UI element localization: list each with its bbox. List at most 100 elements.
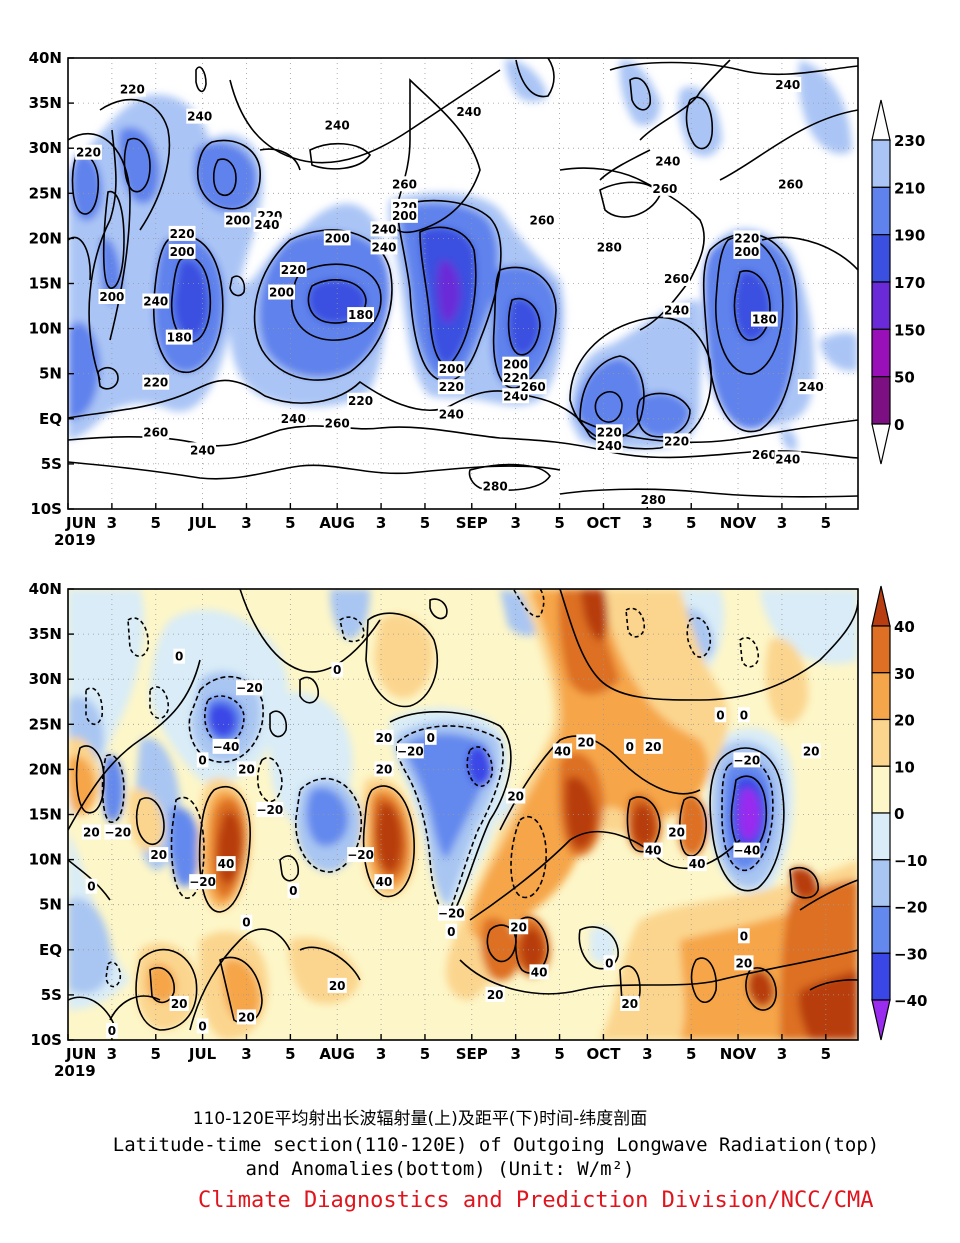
contour-label-bg	[777, 176, 805, 192]
x-tick-label: NOV	[720, 1045, 757, 1063]
contour-label: 280	[597, 240, 622, 254]
fill-region	[376, 802, 402, 873]
contour-label-bg	[142, 424, 170, 440]
contour-label-bg	[528, 212, 556, 228]
anomaly-x-axis: JUN 3 5 JUL 3 5 AUG 3 5 SEP 3 5 OCT 3 5 NOV 3 5 2019	[54, 1034, 831, 1080]
contour-label-bg	[663, 433, 690, 449]
fill-region	[128, 788, 164, 852]
contour-label: 200	[503, 358, 528, 372]
contour-label-bg	[445, 923, 458, 939]
contour-label-bg	[595, 424, 623, 440]
fill-region	[678, 795, 709, 857]
colorbar-extend-bottom	[871, 423, 891, 465]
contour-label-bg	[654, 153, 682, 169]
fill-region	[505, 58, 548, 102]
contour-label-bg	[437, 379, 465, 395]
contour-label: 0	[242, 916, 250, 930]
contour-label: 20	[487, 988, 504, 1002]
contour-label: 240	[190, 443, 215, 457]
contour-label-bg	[168, 225, 196, 241]
contour-label-bg	[552, 743, 573, 759]
fill-region	[169, 807, 200, 887]
contour-label-bg	[189, 874, 216, 890]
contour-label-bg	[81, 824, 102, 840]
fill-region	[738, 788, 760, 841]
contour-label-bg	[774, 451, 802, 467]
caption-chinese: 110-120E平均射出长波辐射量(上)及距平(下)时间-纬度剖面	[192, 1109, 648, 1129]
contour-label: 0	[447, 925, 455, 939]
contour-label: 260	[521, 380, 546, 394]
fill-region	[519, 928, 545, 971]
fill-region	[194, 142, 257, 213]
contour-label-bg	[173, 648, 185, 664]
colorbar-tick-label: 30	[894, 665, 915, 683]
contour-label: 240	[281, 412, 306, 426]
contour-label-bg	[437, 406, 465, 422]
contour-label-bg	[165, 329, 193, 345]
contour-label: −20	[257, 803, 284, 817]
contour-label-bg	[502, 356, 530, 372]
contour-label-bg	[595, 437, 623, 453]
contour-label: 200	[325, 231, 350, 245]
contour-label: 40	[218, 857, 235, 871]
colorbar-box	[871, 186, 891, 236]
colorbar-tick-label: 150	[894, 321, 925, 339]
fill-region	[631, 803, 656, 847]
contour-label: −40	[733, 844, 760, 858]
y-tick-label: 35N	[29, 94, 62, 112]
y-tick-label: 15N	[29, 275, 62, 293]
contour-label-bg	[374, 874, 394, 890]
contour-label: 200	[269, 286, 294, 300]
colorbar-tick-label: 210	[894, 179, 925, 197]
y-tick-label: 5N	[39, 896, 62, 914]
contour-label-bg	[714, 707, 727, 723]
contour-label-bg	[425, 729, 437, 745]
contour-label: 240	[775, 452, 800, 466]
y-tick-label: 25N	[29, 715, 62, 733]
colorbar-tick-label: 20	[894, 712, 915, 730]
contour-label-bg	[508, 919, 529, 935]
contour-label: −40	[213, 740, 240, 754]
fill-region	[790, 867, 819, 898]
colorbar-box	[871, 328, 891, 378]
contour-label-bg	[797, 379, 825, 395]
y-tick-label: 10N	[29, 320, 62, 338]
colorbar-tick-label: 40	[894, 618, 915, 636]
contour-label-bg	[224, 212, 252, 228]
x-tick-label: 5	[420, 514, 430, 532]
contour-label: 240	[371, 222, 396, 236]
contour-label-bg	[327, 977, 347, 993]
y-tick-label: 10N	[29, 851, 62, 869]
x-tick-label: 3	[376, 514, 386, 532]
colorbar-extend-top	[871, 99, 891, 141]
x-tick-label: 5	[151, 514, 161, 532]
contour-label-bg	[240, 914, 253, 930]
x-tick-label: JUN	[65, 1045, 96, 1063]
colorbar-box	[871, 625, 891, 674]
contour-label-bg	[733, 842, 761, 858]
fill-region	[222, 959, 260, 1022]
contour-label: 20	[329, 979, 346, 993]
fill-region	[780, 428, 798, 452]
y-tick-label: 5N	[39, 365, 62, 383]
contour-label: 220	[170, 227, 195, 241]
contour-label-bg	[323, 230, 351, 246]
olr-panel: 40N 35N 30N 25N 20N 15N 10N 5N EQ 5S 10S JUN 3 5 JUL 3…	[29, 49, 926, 549]
contour-label: 180	[167, 331, 192, 345]
x-tick-label: AUG	[319, 514, 355, 532]
fill-region	[798, 60, 852, 154]
x-tick-label: 3	[777, 1045, 787, 1063]
contour-label: 200	[439, 362, 464, 376]
contour-label: 240	[143, 295, 168, 309]
contour-label-bg	[186, 108, 214, 124]
contour-label: 220	[734, 231, 759, 245]
contour-label: −20	[189, 875, 216, 889]
x-tick-label: 5	[554, 1045, 564, 1063]
contour-label: 240	[775, 78, 800, 92]
contour-label-bg	[687, 856, 707, 872]
contour-label: −20	[438, 907, 465, 921]
contour-label: 0	[605, 956, 613, 970]
contour-label: 0	[175, 650, 183, 664]
colorbar-box	[871, 234, 891, 283]
